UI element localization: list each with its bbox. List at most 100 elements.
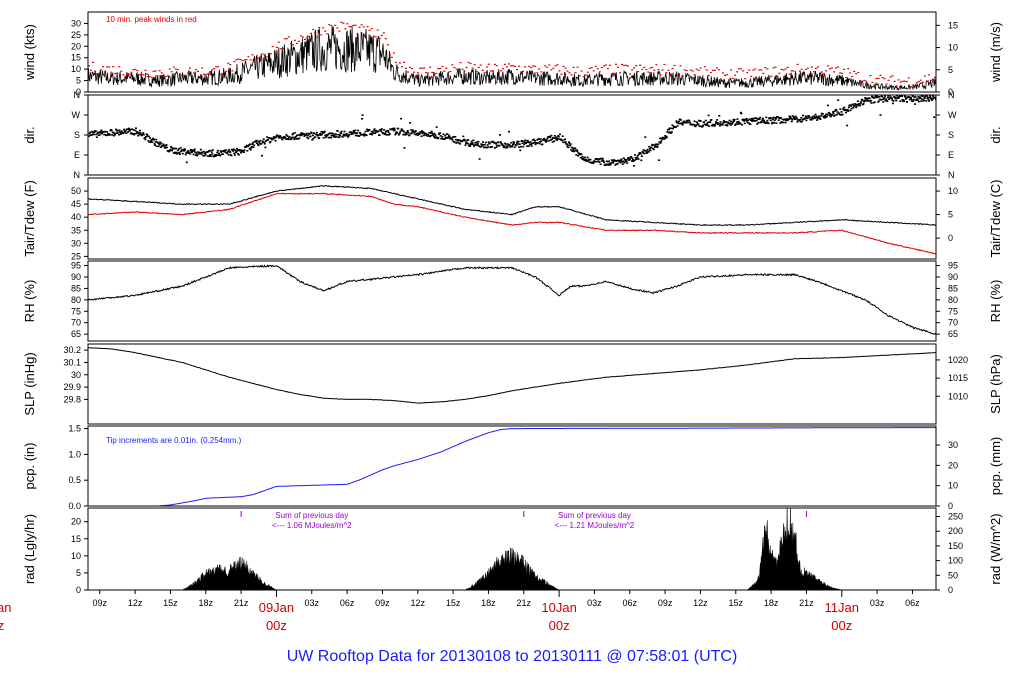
wind-direction-point bbox=[510, 141, 513, 144]
wind-direction-point bbox=[409, 132, 412, 135]
wind-direction-point bbox=[800, 120, 803, 123]
wind-direction-point bbox=[631, 157, 634, 159]
wind-direction-point bbox=[790, 117, 793, 120]
peak-wind-point bbox=[407, 71, 409, 73]
wind-direction-point bbox=[581, 157, 583, 160]
peak-wind-point bbox=[300, 35, 302, 37]
wind-direction-point bbox=[686, 121, 689, 124]
peak-wind-point bbox=[98, 72, 101, 74]
x-tick-label: 21z bbox=[517, 598, 532, 608]
wind-direction-point bbox=[536, 142, 539, 144]
wind-direction-point bbox=[508, 143, 511, 146]
wind-direction-point bbox=[665, 135, 668, 138]
wind-direction-point bbox=[119, 131, 122, 133]
wind-direction-point bbox=[223, 151, 226, 153]
peak-wind-point bbox=[461, 68, 464, 70]
peak-wind-point bbox=[136, 70, 139, 72]
wind-direction-point bbox=[327, 136, 330, 139]
wind-direction-point bbox=[804, 115, 807, 118]
peak-wind-point bbox=[465, 66, 468, 69]
wind-direction-point bbox=[295, 138, 298, 140]
wind-direction-point bbox=[416, 133, 419, 135]
wind-direction-point bbox=[453, 141, 456, 144]
wind-direction-point bbox=[221, 150, 224, 152]
y-tick-label-right: 10 bbox=[948, 43, 958, 53]
wind-direction-point bbox=[569, 144, 572, 147]
wind-direction-point bbox=[817, 115, 820, 118]
wind-direction-point bbox=[919, 96, 921, 98]
wind-direction-point bbox=[856, 100, 859, 102]
wind-direction-point bbox=[845, 111, 847, 114]
wind-direction-point bbox=[327, 133, 330, 136]
y-tick-label-right: 95 bbox=[948, 261, 958, 271]
y-tick-label-right: 100 bbox=[948, 556, 963, 566]
peak-wind-point bbox=[822, 73, 825, 75]
wind-direction-point bbox=[183, 148, 186, 150]
wind-direction-point bbox=[313, 132, 315, 134]
wind-direction-point bbox=[847, 106, 850, 109]
wind-direction-point bbox=[547, 136, 550, 138]
wind-direction-point bbox=[531, 142, 534, 145]
wind-direction-point bbox=[791, 115, 794, 117]
peak-wind-point bbox=[560, 73, 563, 75]
peak-wind-point bbox=[263, 54, 266, 57]
peak-wind-point bbox=[396, 67, 399, 69]
wind-direction-point bbox=[920, 100, 923, 102]
wind-direction-point bbox=[694, 125, 697, 128]
wind-direction-point bbox=[469, 142, 472, 145]
peak-wind-point bbox=[384, 38, 387, 40]
wind-direction-point bbox=[522, 145, 525, 148]
wind-direction-point bbox=[584, 159, 587, 162]
peak-wind-point bbox=[566, 70, 569, 72]
wind-direction-point bbox=[643, 149, 646, 152]
wind-direction-point bbox=[450, 137, 453, 140]
peak-wind-point bbox=[699, 67, 702, 69]
wind-direction-point bbox=[441, 136, 444, 138]
y-tick-label: N bbox=[74, 90, 81, 100]
wind-direction-point bbox=[770, 122, 773, 125]
y-tick-label: 0 bbox=[76, 87, 81, 97]
wind-direction-point bbox=[596, 158, 599, 160]
wind-direction-point bbox=[393, 129, 396, 131]
wind-direction-point bbox=[698, 119, 700, 122]
wind-direction-point bbox=[256, 140, 259, 142]
peak-wind-point bbox=[88, 65, 90, 67]
wind-direction-point bbox=[675, 121, 678, 124]
wind-direction-point bbox=[309, 135, 312, 138]
peak-wind-point bbox=[174, 68, 177, 70]
wind-direction-point bbox=[348, 133, 351, 136]
wind-direction-point bbox=[653, 144, 656, 146]
wind-direction-point bbox=[227, 154, 230, 156]
wind-direction-point bbox=[609, 163, 612, 165]
peak-wind-point bbox=[203, 73, 206, 75]
wind-direction-point bbox=[597, 158, 600, 161]
wind-direction-point bbox=[162, 144, 165, 147]
wind-direction-point bbox=[568, 142, 571, 145]
wind-direction-point bbox=[111, 134, 114, 136]
day-label-09jan-time: 00z bbox=[266, 618, 287, 633]
peak-wind-point bbox=[435, 72, 438, 75]
wind-direction-point bbox=[553, 140, 556, 142]
peak-wind-point bbox=[211, 69, 214, 71]
wind-direction-point bbox=[191, 149, 194, 151]
wind-direction-point bbox=[483, 146, 486, 149]
peak-wind-point bbox=[883, 78, 886, 80]
wind-direction-point bbox=[378, 134, 381, 136]
peak-wind-point bbox=[576, 66, 579, 68]
wind-direction-point bbox=[284, 138, 287, 140]
wind-direction-point bbox=[372, 132, 375, 134]
peak-wind-point bbox=[388, 54, 391, 56]
wind-direction-point bbox=[772, 118, 775, 121]
peak-wind-point bbox=[477, 66, 480, 68]
wind-direction-point bbox=[363, 133, 366, 136]
wind-direction-point bbox=[794, 118, 797, 120]
y-tick-label: E bbox=[74, 150, 80, 160]
peak-wind-point bbox=[302, 36, 304, 38]
wind-direction-point bbox=[356, 134, 359, 137]
wind-direction-point bbox=[352, 132, 354, 135]
wind-direction-point bbox=[154, 141, 157, 143]
wind-direction-point bbox=[187, 150, 190, 152]
wind-direction-point bbox=[433, 132, 436, 135]
peak-wind-point bbox=[667, 69, 670, 71]
peak-wind-point bbox=[364, 34, 367, 36]
